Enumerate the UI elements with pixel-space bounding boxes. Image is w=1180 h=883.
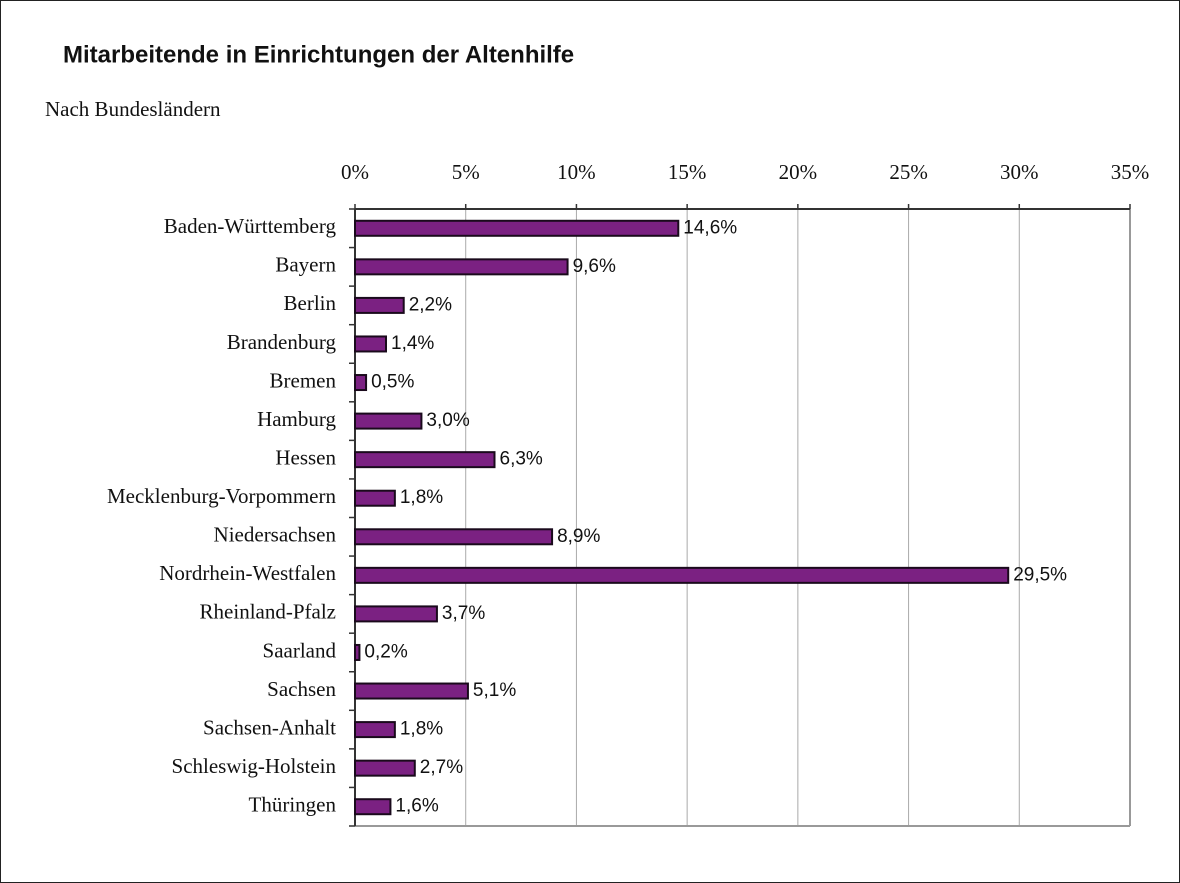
bar [354,798,392,816]
bar [354,643,361,661]
y-tick-label: Rheinland-Pfalz [200,600,336,624]
data-label: 6,3% [500,449,543,470]
y-tick-label: Mecklenburg-Vorpommern [107,484,337,508]
y-tick-label: Bayern [275,253,336,277]
x-tick-label: 35% [1111,160,1150,184]
data-label: 0,5% [371,372,414,393]
x-tick-label: 0% [341,160,369,184]
bar [354,528,554,546]
bar [354,605,438,623]
x-tick-label: 20% [779,160,818,184]
y-tick-label: Berlin [284,291,337,315]
bar [354,219,680,237]
data-label: 1,6% [395,796,438,817]
data-label: 9,6% [573,256,616,277]
x-tick-label: 10% [557,160,596,184]
bar [354,682,469,700]
x-tick-label: 15% [668,160,707,184]
x-tick-label: 5% [452,160,480,184]
y-tick-label: Niedersachsen [214,523,337,547]
data-label: 29,5% [1013,564,1067,585]
bar [354,412,423,430]
y-tick-label: Hessen [275,445,336,469]
x-tick-label: 30% [1000,160,1039,184]
y-tick-label: Schleswig-Holstein [172,754,337,778]
data-label: 8,9% [557,526,600,547]
bar [354,566,1010,584]
y-tick-label: Hamburg [257,407,336,431]
data-label: 3,0% [426,410,469,431]
data-label: 1,8% [400,487,443,508]
data-label: 3,7% [442,603,485,624]
y-tick-label: Thüringen [249,793,337,817]
chart-title: Mitarbeitende in Einrichtungen der Alten… [63,41,574,68]
data-label: 14,6% [683,217,737,238]
data-label: 2,7% [420,757,463,778]
y-tick-label: Sachsen [267,677,336,701]
data-label: 1,8% [400,719,443,740]
chart-subtitle: Nach Bundesländern [45,97,221,121]
bar [354,335,387,353]
y-tick-label: Bremen [270,368,337,392]
bar [354,374,368,392]
y-tick-label: Brandenburg [227,330,337,354]
y-tick-label: Nordrhein-Westfalen [159,561,336,585]
bar [354,489,396,507]
bar [354,258,569,276]
data-label: 1,4% [391,333,434,354]
bar [354,296,405,314]
x-tick-label: 25% [889,160,928,184]
bar [354,451,496,469]
bar [354,759,416,777]
y-tick-label: Sachsen-Anhalt [203,715,336,739]
data-label: 2,2% [409,294,452,315]
data-label: 5,1% [473,680,516,701]
y-tick-label: Baden-Württemberg [164,214,337,238]
bar [354,721,396,739]
data-label: 0,2% [364,641,407,662]
y-tick-label: Saarland [263,638,337,662]
